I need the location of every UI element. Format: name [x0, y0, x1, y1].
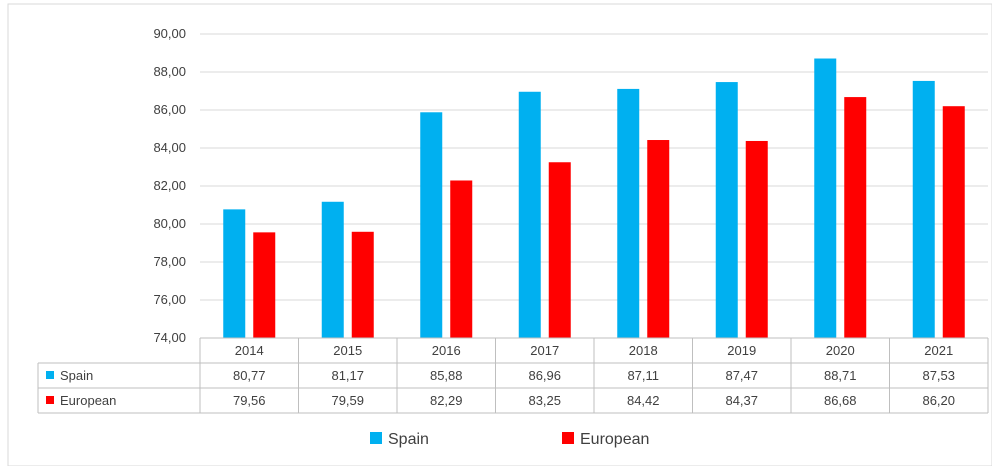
data-label: 86,20 — [922, 393, 955, 408]
data-label: 79,56 — [233, 393, 266, 408]
y-tick-label: 86,00 — [153, 102, 186, 117]
legend-swatch-spain — [370, 432, 382, 444]
bar-european-2017 — [548, 162, 571, 338]
bar-european-2016 — [450, 180, 473, 338]
x-tick-label: 2017 — [530, 343, 559, 358]
data-label: 84,42 — [627, 393, 660, 408]
x-tick-label: 2019 — [727, 343, 756, 358]
x-tick-label: 2014 — [235, 343, 264, 358]
data-label: 79,59 — [331, 393, 364, 408]
bars — [223, 58, 965, 339]
data-label: 84,37 — [725, 393, 758, 408]
table-legend-key — [46, 396, 54, 404]
data-label: 85,88 — [430, 368, 463, 383]
x-tick-label: 2021 — [924, 343, 953, 358]
x-tick-label: 2018 — [629, 343, 658, 358]
bar-spain-2016 — [420, 112, 443, 338]
legend-label-spain: Spain — [388, 431, 429, 448]
legend: Spain European — [370, 431, 649, 448]
bar-spain-2018 — [617, 88, 640, 338]
table-legend-key — [46, 371, 54, 379]
y-tick-label: 90,00 — [153, 26, 186, 41]
data-label: 82,29 — [430, 393, 463, 408]
table-series-name: Spain — [60, 368, 93, 383]
bar-european-2021 — [942, 106, 965, 338]
y-tick-label: 84,00 — [153, 140, 186, 155]
data-label: 83,25 — [528, 393, 561, 408]
bar-spain-2019 — [715, 82, 738, 338]
y-tick-label: 78,00 — [153, 254, 186, 269]
y-axis: 74,00 76,00 78,00 80,00 82,00 84,00 86,00 88,00… — [153, 26, 186, 345]
x-tick-label: 2016 — [432, 343, 461, 358]
data-label: 88,71 — [824, 368, 857, 383]
data-label: 87,11 — [627, 368, 659, 383]
y-tick-label: 88,00 — [153, 64, 186, 79]
bar-spain-2020 — [814, 58, 837, 338]
legend-swatch-european — [562, 432, 574, 444]
bar-european-2019 — [745, 140, 768, 338]
bar-european-2014 — [253, 232, 276, 338]
data-table: 2014 2015 2016 2017 2018 2019 2020 2021 Spain 80,… — [37, 337, 989, 414]
bar-european-2018 — [647, 140, 670, 338]
data-label: 86,68 — [824, 393, 857, 408]
bar-european-2015 — [351, 231, 374, 338]
data-label: 87,53 — [922, 368, 955, 383]
data-label: 81,17 — [331, 368, 364, 383]
y-tick-label: 82,00 — [153, 178, 186, 193]
y-tick-label: 76,00 — [153, 292, 186, 307]
x-tick-label: 2020 — [826, 343, 855, 358]
legend-label-european: European — [580, 431, 649, 448]
bar-spain-2021 — [912, 80, 935, 339]
x-tick-label: 2015 — [333, 343, 362, 358]
data-label: 86,96 — [528, 368, 561, 383]
table-series-name: European — [60, 393, 116, 408]
data-label: 80,77 — [233, 368, 266, 383]
bar-spain-2014 — [223, 209, 246, 338]
y-tick-label: 80,00 — [153, 216, 186, 231]
data-label: 87,47 — [725, 368, 758, 383]
bar-spain-2015 — [321, 201, 344, 338]
bar-european-2020 — [844, 97, 867, 338]
bar-spain-2017 — [518, 91, 541, 338]
y-tick-label: 74,00 — [153, 330, 186, 345]
